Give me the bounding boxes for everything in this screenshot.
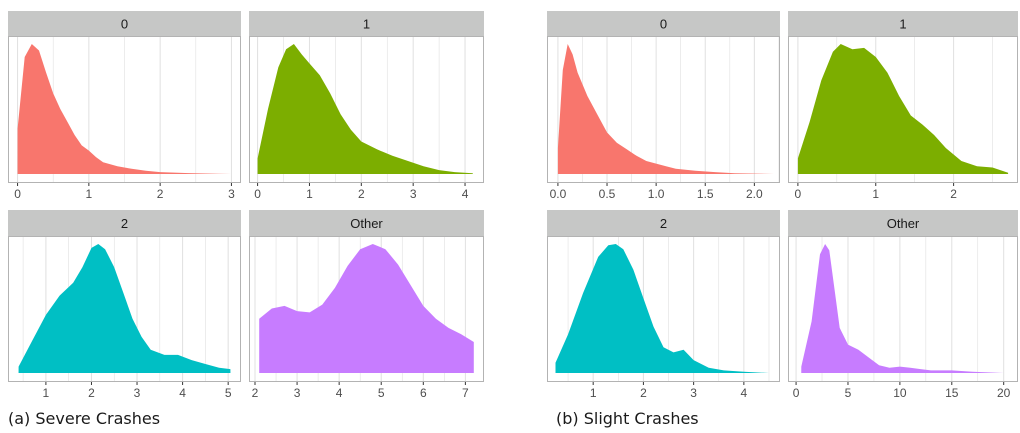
panel-a-2-strip [8,210,241,236]
panel-a-other-strip [249,210,484,236]
panel-b-1-strip [788,11,1018,36]
panel-a-1-border [249,36,484,183]
panel-a-other-tick-label: 3 [294,386,301,400]
panel-a-0-strip [8,11,241,36]
panel-b-0-tick-label: 0.5 [599,187,616,201]
panel-a-2-tick-label: 1 [43,386,50,400]
panel-b-2-tick-label: 4 [741,386,748,400]
panel-a-1-strip-label: 1 [363,17,370,32]
panel-a-2-tick-label: 5 [225,386,232,400]
panel-b-2-density-area [555,244,769,373]
panel-a-other-tick-label: 4 [336,386,343,400]
panel-b-0-strip [547,11,780,36]
panel-a-2-tick-label: 3 [134,386,141,400]
panel-b-0-border [547,36,780,183]
panel-b-other-density-area [801,244,1004,373]
panel-b-0-tick-label: 2.0 [746,187,763,201]
panel-a-1-tick-label: 0 [254,187,261,201]
panel-b-other-border [788,236,1018,382]
panel-b-0-density-area [557,44,774,174]
panel-a-0-density-area [17,44,232,174]
panel-a-0: 0 0 1 2 3 [8,11,241,201]
panel-b-2-strip-label: 2 [660,216,667,231]
panel-b-2-tick-label: 1 [590,386,597,400]
panel-a-2-border [8,236,241,382]
panel-b-0-tick-label: 1.5 [697,187,714,201]
panel-a-2-tick-label: 2 [88,386,95,400]
panel-b-other-tick-label: 5 [845,386,852,400]
panel-a-2-strip-label: 2 [121,216,128,231]
panel-a-other-tick-label: 5 [378,386,385,400]
caption-severe-crashes: (a) Severe Crashes [8,409,161,428]
panel-a-other-tick-label: 6 [420,386,427,400]
panel-b-1-border [788,36,1018,183]
panel-a-other-tick-label: 2 [252,386,259,400]
panel-a-other-border [249,236,484,382]
panel-b-other-tick-label: 20 [997,386,1011,400]
panel-b-other-tick-label: 15 [945,386,959,400]
panel-a-other-density-area [259,244,474,373]
panel-a-1-density-area [257,44,473,174]
panel-a-2-density-area [18,244,231,373]
panel-b-2-tick-label: 3 [690,386,697,400]
panel-b-0-tick-label: 0.0 [550,187,567,201]
panel-b-0-strip-label: 0 [660,17,667,32]
panel-b-2-strip [547,210,780,236]
panel-a-1-tick-label: 3 [410,187,417,201]
panel-b-0-tick-label: 1.0 [648,187,665,201]
panel-a-0-tick-label: 0 [14,187,21,201]
panel-b-1-strip-label: 1 [899,17,906,32]
panel-b-0: 0 0.0 0.5 1.0 1.5 2.0 [547,11,780,201]
panel-b-2-tick-label: 2 [640,386,647,400]
panel-a-2: 2 1 2 3 4 5 [8,210,241,400]
panel-a-1: 1 0 1 2 3 4 [249,11,484,201]
panel-a-0-tick-label: 3 [228,187,235,201]
panel-a-2-tick-label: 4 [179,386,186,400]
panel-b-1-tick-label: 2 [950,187,957,201]
panel-a-0-strip-label: 0 [121,17,128,32]
panel-b-other-tick-label: 10 [893,386,907,400]
panel-a-1-strip [249,11,484,36]
panel-a-other-tick-label: 7 [462,386,469,400]
panel-b-2-border [547,236,780,382]
panel-b-2: 2 1 2 3 4 [547,210,780,400]
panel-b-1: 1 0 1 2 [788,11,1018,201]
panel-a-0-tick-label: 2 [157,187,164,201]
panel-a-1-tick-label: 2 [358,187,365,201]
panel-a-other-strip-label: Other [350,216,383,231]
panel-b-1-density-area [797,44,1009,174]
panel-b-other: Other 0 5 10 15 20 [788,210,1018,400]
panel-b-other-tick-label: 0 [793,386,800,400]
panel-a-1-tick-label: 1 [306,187,313,201]
panel-b-1-tick-label: 1 [872,187,879,201]
panel-a-1-tick-label: 4 [462,187,469,201]
panel-a-0-tick-label: 1 [86,187,93,201]
panel-b-1-tick-label: 0 [795,187,802,201]
panel-a-0-border [8,36,241,183]
caption-slight-crashes: (b) Slight Crashes [556,409,699,428]
panel-b-other-strip [788,210,1018,236]
panel-a-other: Other 2 3 4 5 6 7 [249,210,484,400]
panel-b-other-strip-label: Other [887,216,920,231]
